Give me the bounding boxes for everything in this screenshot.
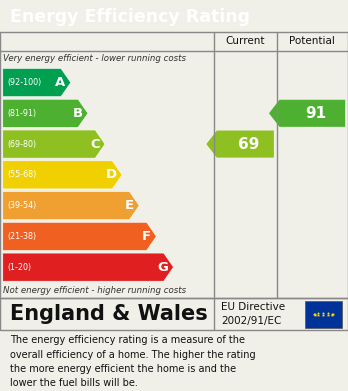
Polygon shape: [3, 222, 156, 250]
Text: D: D: [106, 169, 117, 181]
Text: (1-20): (1-20): [8, 263, 32, 272]
Text: 69: 69: [238, 136, 260, 152]
Text: (92-100): (92-100): [8, 78, 42, 87]
Text: (69-80): (69-80): [8, 140, 37, 149]
Text: F: F: [142, 230, 151, 243]
Text: Not energy efficient - higher running costs: Not energy efficient - higher running co…: [3, 286, 187, 295]
Text: G: G: [157, 261, 168, 274]
Text: England & Wales: England & Wales: [10, 304, 208, 324]
Text: Energy Efficiency Rating: Energy Efficiency Rating: [10, 8, 251, 26]
Polygon shape: [3, 130, 105, 158]
Polygon shape: [3, 161, 122, 189]
Text: Current: Current: [226, 36, 265, 47]
Text: (81-91): (81-91): [8, 109, 37, 118]
Text: Very energy efficient - lower running costs: Very energy efficient - lower running co…: [3, 54, 187, 63]
Text: A: A: [55, 76, 65, 89]
Text: (39-54): (39-54): [8, 201, 37, 210]
Polygon shape: [3, 192, 139, 220]
Text: Potential: Potential: [290, 36, 335, 47]
Text: E: E: [125, 199, 134, 212]
Polygon shape: [3, 99, 88, 127]
Polygon shape: [3, 253, 173, 281]
Polygon shape: [269, 100, 345, 127]
Text: C: C: [90, 138, 100, 151]
Text: (55-68): (55-68): [8, 170, 37, 179]
Bar: [304, 301, 342, 328]
Text: EU Directive
2002/91/EC: EU Directive 2002/91/EC: [221, 301, 285, 326]
Text: B: B: [72, 107, 82, 120]
Text: The energy efficiency rating is a measure of the
overall efficiency of a home. T: The energy efficiency rating is a measur…: [10, 335, 256, 388]
Polygon shape: [3, 68, 71, 97]
Text: (21-38): (21-38): [8, 232, 37, 241]
Polygon shape: [206, 131, 274, 158]
Text: 91: 91: [305, 106, 326, 121]
